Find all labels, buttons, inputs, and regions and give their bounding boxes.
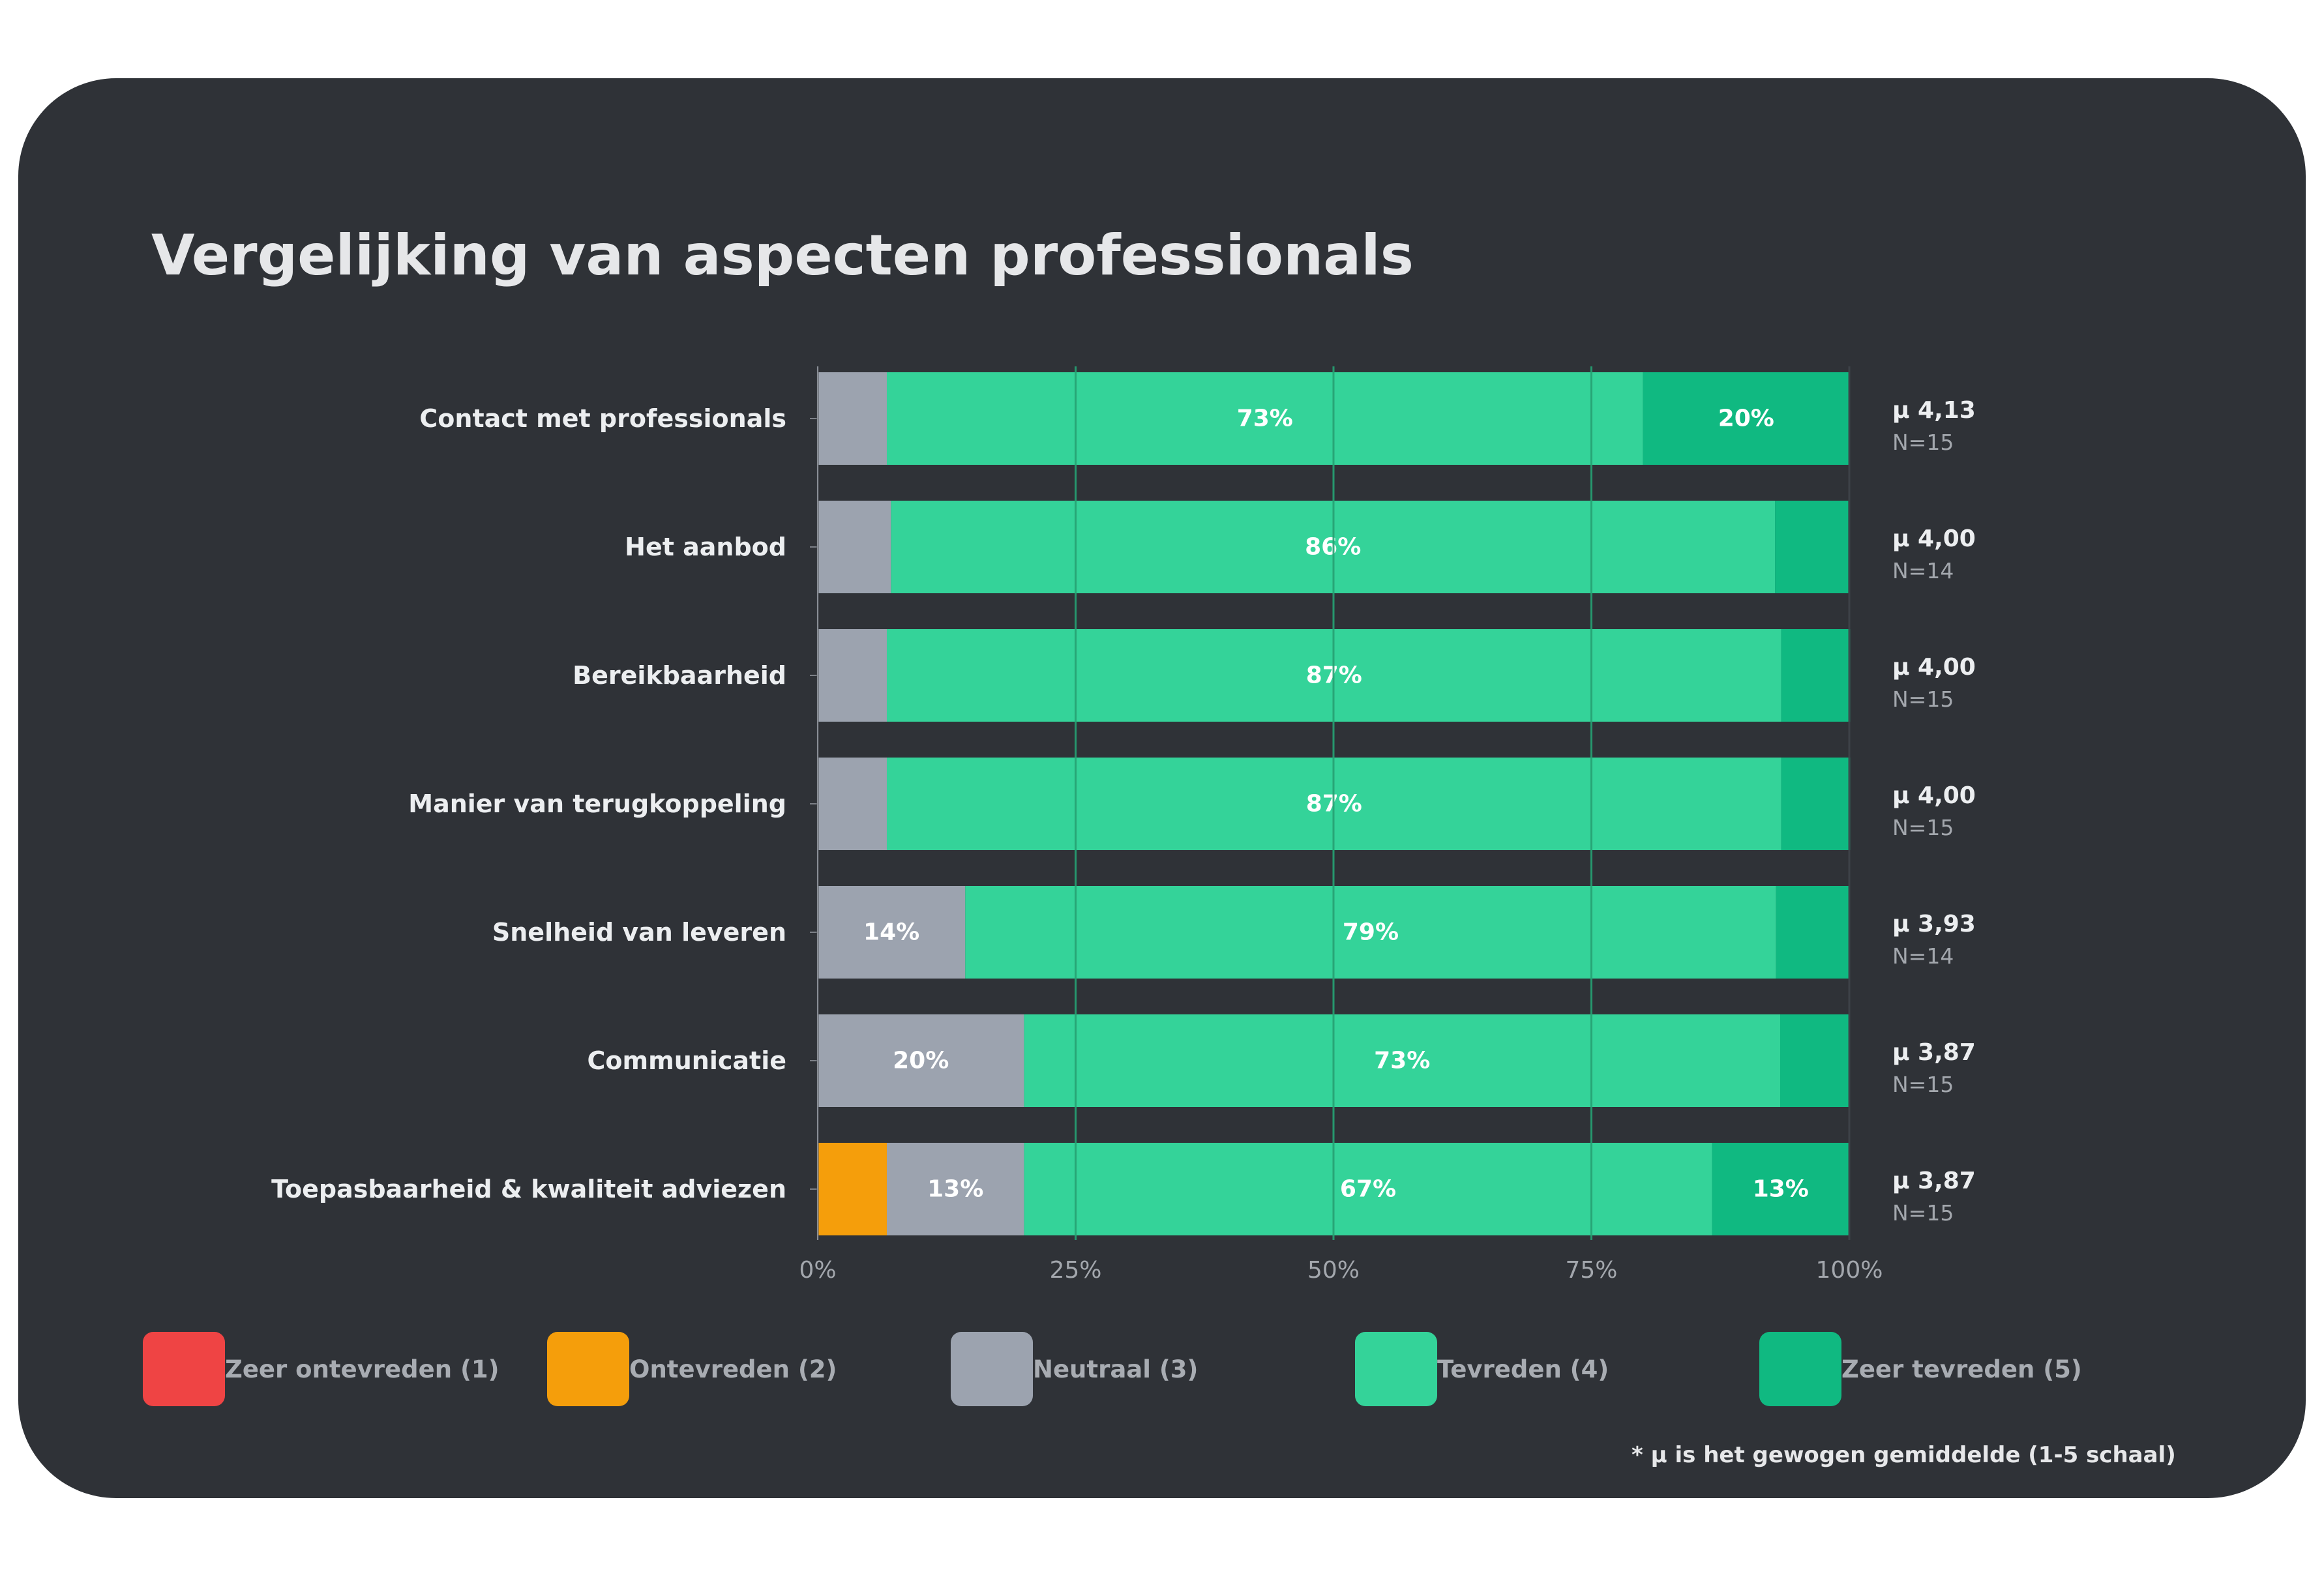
bar-segment xyxy=(818,886,966,979)
x-tick-label: 50% xyxy=(1307,1257,1360,1284)
mean-label: μ 3,93 xyxy=(1892,911,1976,937)
bar-segment xyxy=(1781,629,1851,722)
category-label: Bereikbaarheid xyxy=(573,661,786,690)
n-label: N=15 xyxy=(1892,686,1954,712)
bar-segment xyxy=(1712,1143,1849,1235)
category-label: Communicatie xyxy=(588,1046,786,1075)
segment-label: 73% xyxy=(1237,405,1293,432)
page-title: Vergelijking van aspecten professionals xyxy=(151,223,1414,288)
mean-label: μ 3,87 xyxy=(1892,1039,1976,1066)
legend-item: Tevreden (4) xyxy=(1355,1332,1609,1406)
category-label: Snelheid van leveren xyxy=(492,918,786,947)
mean-label: μ 4,13 xyxy=(1892,397,1976,424)
segment-label: 20% xyxy=(1718,405,1774,432)
x-tick-label: 75% xyxy=(1565,1257,1617,1284)
bar-segment xyxy=(818,1014,1024,1107)
bar-segment xyxy=(965,886,1776,979)
bar-segment xyxy=(818,758,887,850)
bar-segment xyxy=(1024,1014,1781,1107)
segment-label: 73% xyxy=(1374,1048,1430,1074)
legend-item: Neutraal (3) xyxy=(951,1332,1198,1406)
bar-segment xyxy=(1781,758,1851,850)
n-label: N=15 xyxy=(1892,1200,1954,1226)
x-tick-label: 0% xyxy=(799,1257,836,1284)
bar-segment xyxy=(1024,1143,1712,1235)
bar-segment xyxy=(886,372,1643,465)
legend-swatch xyxy=(951,1332,1033,1406)
mean-label: μ 4,00 xyxy=(1892,525,1976,552)
legend-swatch xyxy=(143,1332,225,1406)
n-label: N=14 xyxy=(1892,558,1954,583)
legend-swatch xyxy=(1759,1332,1841,1406)
mean-label: μ 4,00 xyxy=(1892,654,1976,681)
bar-segment xyxy=(818,1143,887,1235)
category-label: Het aanbod xyxy=(625,533,786,561)
mean-label: μ 4,00 xyxy=(1892,782,1976,809)
legend-label: Tevreden (4) xyxy=(1437,1355,1609,1383)
legend-swatch xyxy=(547,1332,629,1406)
legend-label: Ontevreden (2) xyxy=(629,1355,837,1383)
mean-label: μ 3,87 xyxy=(1892,1168,1976,1194)
bar-segment xyxy=(1643,372,1849,465)
x-tick-label: 100% xyxy=(1816,1257,1883,1284)
segment-label: 14% xyxy=(863,919,919,946)
legend-swatch xyxy=(1355,1332,1437,1406)
legend-label: Zeer tevreden (5) xyxy=(1841,1355,2082,1383)
segment-label: 13% xyxy=(927,1176,983,1203)
n-label: N=15 xyxy=(1892,430,1954,455)
segment-label: 79% xyxy=(1343,919,1399,946)
legend-label: Neutraal (3) xyxy=(1033,1355,1199,1383)
bar-segment xyxy=(818,372,887,465)
legend-item: Zeer tevreden (5) xyxy=(1759,1332,2082,1406)
legend-item: Ontevreden (2) xyxy=(547,1332,837,1406)
category-label: Manier van terugkoppeling xyxy=(408,789,786,818)
bar-segment xyxy=(818,501,891,593)
category-label: Contact met professionals xyxy=(419,404,786,433)
legend-label: Zeer ontevreden (1) xyxy=(225,1355,499,1383)
segment-label: 20% xyxy=(893,1048,949,1074)
bar-segment xyxy=(1776,886,1849,979)
x-tick-label: 25% xyxy=(1049,1257,1101,1284)
n-label: N=14 xyxy=(1892,943,1954,969)
bar-segment xyxy=(1780,1014,1849,1107)
segment-label: 67% xyxy=(1340,1176,1396,1203)
bar-segment xyxy=(886,1143,1024,1235)
category-label: Toepasbaarheid & kwaliteit adviezen xyxy=(271,1175,786,1203)
footnote: * μ is het gewogen gemiddelde (1-5 schaa… xyxy=(1631,1442,2176,1468)
legend-item: Zeer ontevreden (1) xyxy=(143,1332,499,1406)
n-label: N=15 xyxy=(1892,1072,1954,1097)
bar-segment xyxy=(818,629,887,722)
segment-label: 13% xyxy=(1753,1176,1809,1203)
bar-segment xyxy=(1775,501,1849,593)
n-label: N=15 xyxy=(1892,815,1954,840)
